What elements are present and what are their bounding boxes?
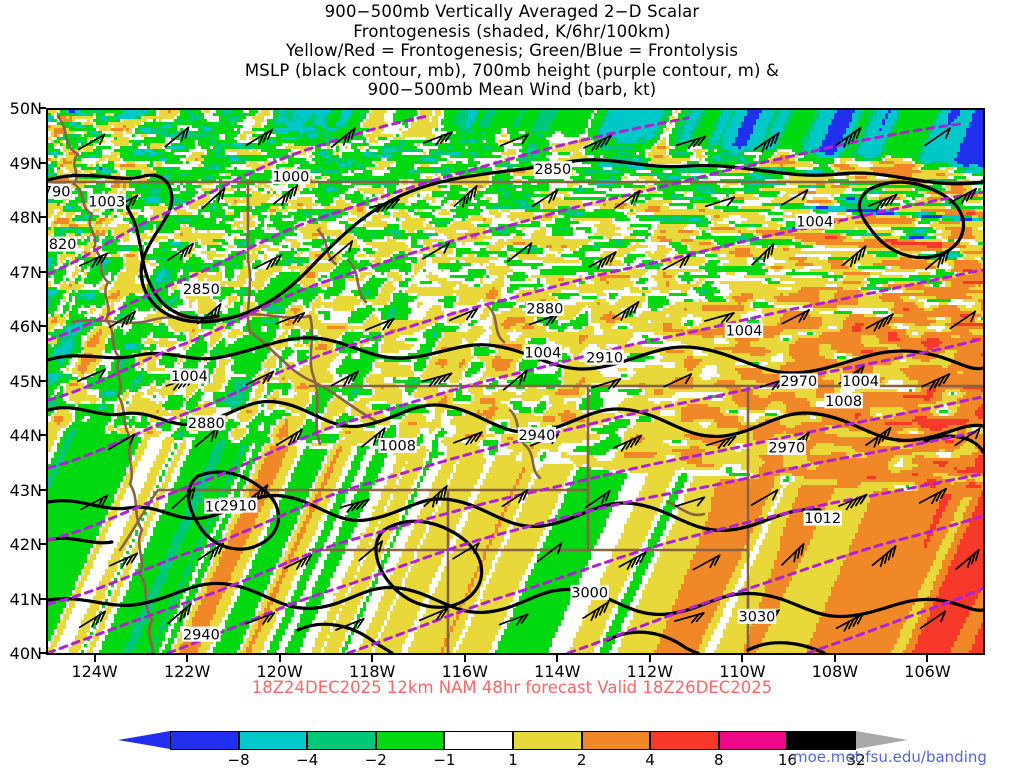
title-line-4: MSLP (black contour, mb), 700mb height (… [0,61,1024,81]
title-line-2: Frontogenesis (shaded, K/6hr/100km) [0,22,1024,42]
height-label: 2970 [780,374,818,391]
colorbar-underflow-arrow [118,731,170,749]
mslp-label: 1004 [796,214,834,231]
height-label: 2910 [585,350,623,367]
mslp-label: 1004 [170,369,208,386]
map-canvas: 1000100310041004100410041004100810081008… [48,110,983,653]
lat-label: 50N [0,99,42,118]
lat-label: 43N [0,481,42,500]
height-label: 2880 [187,415,225,432]
lat-label: 49N [0,154,42,173]
height-label: 2880 [526,301,564,318]
lat-label: 48N [0,208,42,227]
colorbar-cell [513,731,582,750]
colorbar-cell [170,731,239,750]
lon-tick [556,655,558,662]
colorbar-tick-label: −2 [356,751,396,769]
lat-tick [39,380,46,382]
colorbar-cell [239,731,308,750]
title-line-3: Yellow/Red = Frontogenesis; Green/Blue =… [0,41,1024,61]
mslp-label: 1004 [841,374,879,391]
lat-tick [39,107,46,109]
lon-tick [371,655,373,662]
forecast-caption: 18Z24DEC2025 12km NAM 48hr forecast Vali… [0,678,1024,697]
colorbar-tick-label: −1 [424,751,464,769]
height-label: 2820 [48,237,77,254]
mslp-label: 1003 [88,194,126,211]
lon-tick [649,655,651,662]
lat-label: 40N [0,644,42,663]
map-plot-area: 1000100310041004100410041004100810081008… [46,108,985,655]
lat-tick [39,271,46,273]
colorbar-cell [444,731,513,750]
lat-tick [39,598,46,600]
lat-label: 47N [0,263,42,282]
height-label: 2940 [182,627,220,644]
lat-label: 45N [0,372,42,391]
colorbar-tick-label: 4 [630,751,670,769]
colorbar-tick-label: −8 [219,751,259,769]
mslp-label: 1012 [804,511,842,528]
lon-tick [279,655,281,662]
height-label: 2850 [534,161,572,178]
lat-tick [39,434,46,436]
lon-tick [834,655,836,662]
lat-label: 41N [0,590,42,609]
colorbar-cell [650,731,719,750]
lat-label: 42N [0,535,42,554]
lat-tick [39,216,46,218]
mslp-label: 1008 [824,393,862,410]
lat-label: 46N [0,317,42,336]
height-label: 2940 [518,427,556,444]
lat-tick [39,489,46,491]
lat-tick [39,162,46,164]
lon-tick [464,655,466,662]
lon-tick [186,655,188,662]
colorbar-cell [376,731,445,750]
lat-tick [39,652,46,654]
colorbar-tick-label: −4 [287,751,327,769]
chart-title-block: 900−500mb Vertically Averaged 2−D Scalar… [0,2,1024,100]
height-label: 2790 [48,184,71,201]
lat-tick [39,325,46,327]
lon-tick [926,655,928,662]
source-watermark: moe.met.fsu.edu/banding [793,748,987,766]
colorbar-cell [307,731,376,750]
lon-tick [741,655,743,662]
title-line-1: 900−500mb Vertically Averaged 2−D Scalar [0,2,1024,22]
colorbar-cell [719,731,788,750]
lat-label: 44N [0,426,42,445]
mslp-label: 1000 [272,169,310,186]
height-label: 3000 [571,585,609,602]
lat-tick [39,543,46,545]
height-label: 2910 [219,498,257,515]
mslp-label: 1004 [725,323,763,340]
colorbar-tick-label: 2 [562,751,602,769]
title-line-5: 900−500mb Mean Wind (barb, kt) [0,80,1024,100]
colorbar-overflow-arrow [856,731,908,749]
height-label: 2970 [768,440,806,457]
lon-tick [94,655,96,662]
colorbar-cell [582,731,651,750]
mslp-label: 1004 [524,345,562,362]
height-label: 2850 [182,281,220,298]
colorbar-tick-label: 8 [699,751,739,769]
height-label: 3030 [738,609,776,626]
mslp-label: 1008 [378,438,416,455]
colorbar-tick-label: 1 [493,751,533,769]
